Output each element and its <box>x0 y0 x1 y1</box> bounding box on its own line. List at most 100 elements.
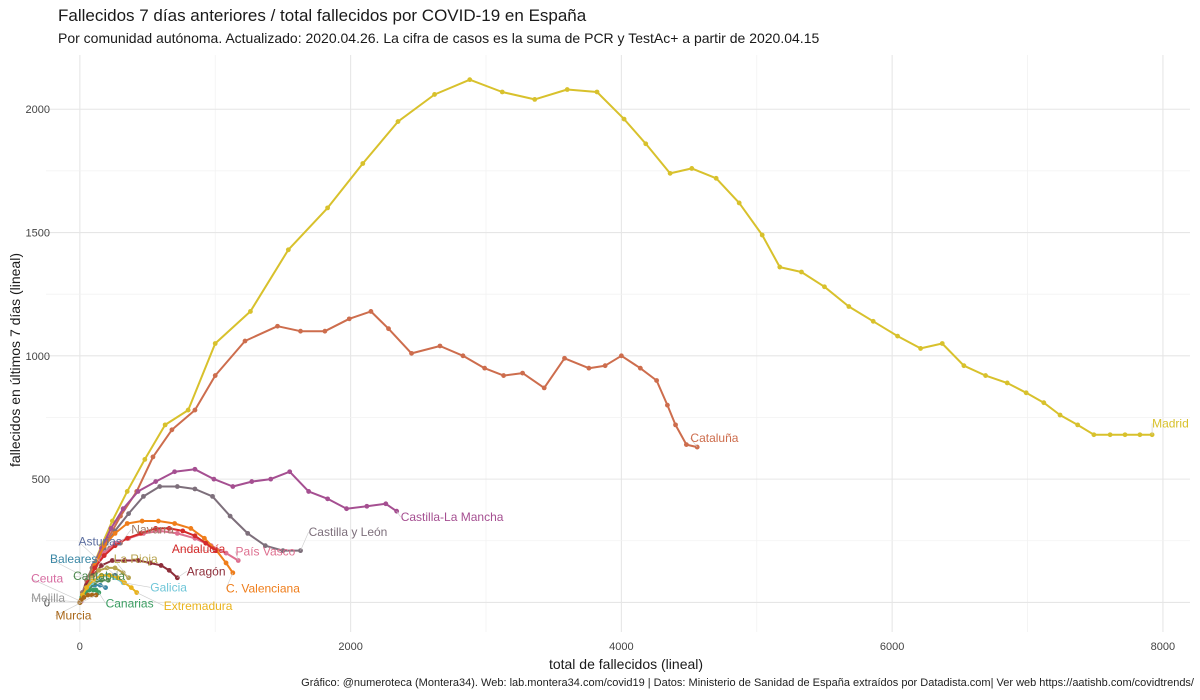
data-point <box>467 77 473 83</box>
data-point <box>192 486 198 492</box>
data-point <box>107 572 113 578</box>
data-point <box>409 350 414 356</box>
x-tick-label: 8000 <box>1151 641 1175 653</box>
data-point <box>242 338 248 344</box>
data-point <box>499 89 505 95</box>
data-point <box>120 506 126 512</box>
data-point <box>437 343 443 349</box>
data-point <box>135 558 141 563</box>
data-point <box>174 484 180 489</box>
label-leader <box>235 551 239 561</box>
data-point <box>654 378 659 383</box>
series-cataluna <box>77 309 700 605</box>
series-label-castilla-la-mancha: Castilla-La Mancha <box>401 510 504 524</box>
data-point <box>368 309 374 314</box>
data-point <box>262 543 268 549</box>
label-leader <box>690 437 698 448</box>
data-point <box>211 476 217 482</box>
data-point <box>185 407 191 413</box>
data-point <box>157 528 163 534</box>
label-leader <box>30 578 82 602</box>
data-point <box>109 558 115 563</box>
x-axis-title: total de fallecidos (lineal) <box>549 656 703 672</box>
data-point <box>665 402 670 408</box>
data-point <box>683 442 689 447</box>
data-point <box>306 489 312 494</box>
data-point <box>895 333 900 339</box>
series-label-castilla-y-leon: Castilla y León <box>309 525 388 539</box>
data-point <box>223 550 229 556</box>
series-label-extremadura: Extremadura <box>164 599 233 613</box>
series-label-ceuta: Ceuta <box>31 572 63 586</box>
series-label-navarra: Navarra <box>131 522 174 536</box>
series-line <box>78 574 138 603</box>
data-point <box>275 323 280 329</box>
data-point <box>147 560 153 566</box>
data-point <box>158 563 164 568</box>
data-point <box>268 476 274 482</box>
series-line <box>78 310 698 603</box>
data-point <box>101 543 107 549</box>
y-tick-label: 1000 <box>26 351 50 363</box>
data-point <box>532 96 538 102</box>
data-point <box>172 469 178 475</box>
data-point <box>344 506 349 512</box>
label-leader <box>225 572 234 589</box>
data-point <box>1091 432 1097 438</box>
data-point <box>482 365 488 371</box>
data-point <box>122 558 127 563</box>
data-point <box>759 232 765 238</box>
data-point <box>918 346 923 351</box>
x-tick-label: 6000 <box>880 641 904 653</box>
x-tick-label: 0 <box>77 641 83 653</box>
data-point <box>520 370 525 376</box>
data-point <box>1075 422 1081 428</box>
data-point <box>1137 432 1143 438</box>
data-point <box>188 526 194 531</box>
data-point <box>223 560 229 566</box>
data-point <box>120 570 126 576</box>
data-point <box>112 543 118 549</box>
series-label-pais-vasco: País Vasco <box>236 545 296 559</box>
series-label-madrid: Madrid <box>1152 416 1189 430</box>
data-point <box>99 563 104 568</box>
data-point <box>108 526 114 531</box>
series-label-canarias: Canarias <box>106 596 154 610</box>
data-point <box>287 469 293 475</box>
chart-subtitle: Por comunidad autónoma. Actualizado: 202… <box>58 30 820 46</box>
data-point <box>822 284 827 290</box>
series-label-aragon: Aragón <box>187 564 226 578</box>
data-point <box>126 511 131 517</box>
data-point <box>142 456 148 462</box>
y-tick-label: 500 <box>32 474 50 486</box>
series-label-cataluna: Cataluña <box>690 431 738 445</box>
data-point <box>172 521 178 526</box>
data-point <box>202 535 207 541</box>
data-point <box>230 570 236 576</box>
data-point <box>564 87 570 92</box>
x-tick-label: 2000 <box>338 641 362 653</box>
y-axis-ticks: 0 500 1000 1500 2000 <box>26 104 50 609</box>
data-point <box>621 116 627 122</box>
data-point <box>594 89 600 95</box>
data-point <box>1041 400 1047 406</box>
data-point <box>101 553 107 558</box>
data-point <box>192 533 198 539</box>
data-point <box>112 565 118 571</box>
x-tick-label: 4000 <box>609 641 633 653</box>
data-point <box>961 363 967 369</box>
data-point <box>1004 380 1010 386</box>
series-label-galicia: Galicia <box>150 580 187 594</box>
data-point <box>562 355 567 361</box>
series-label-andalucia: Andalucía <box>172 542 226 556</box>
data-point <box>602 363 608 369</box>
chart-caption: Gráfico: @numeroteca (Montera34). Web: l… <box>301 677 1194 689</box>
label-leader <box>177 571 187 578</box>
data-point <box>713 175 719 181</box>
data-point <box>174 530 180 536</box>
data-point <box>84 585 90 591</box>
data-point <box>541 385 547 391</box>
data-point <box>85 592 91 598</box>
data-point <box>667 170 673 176</box>
